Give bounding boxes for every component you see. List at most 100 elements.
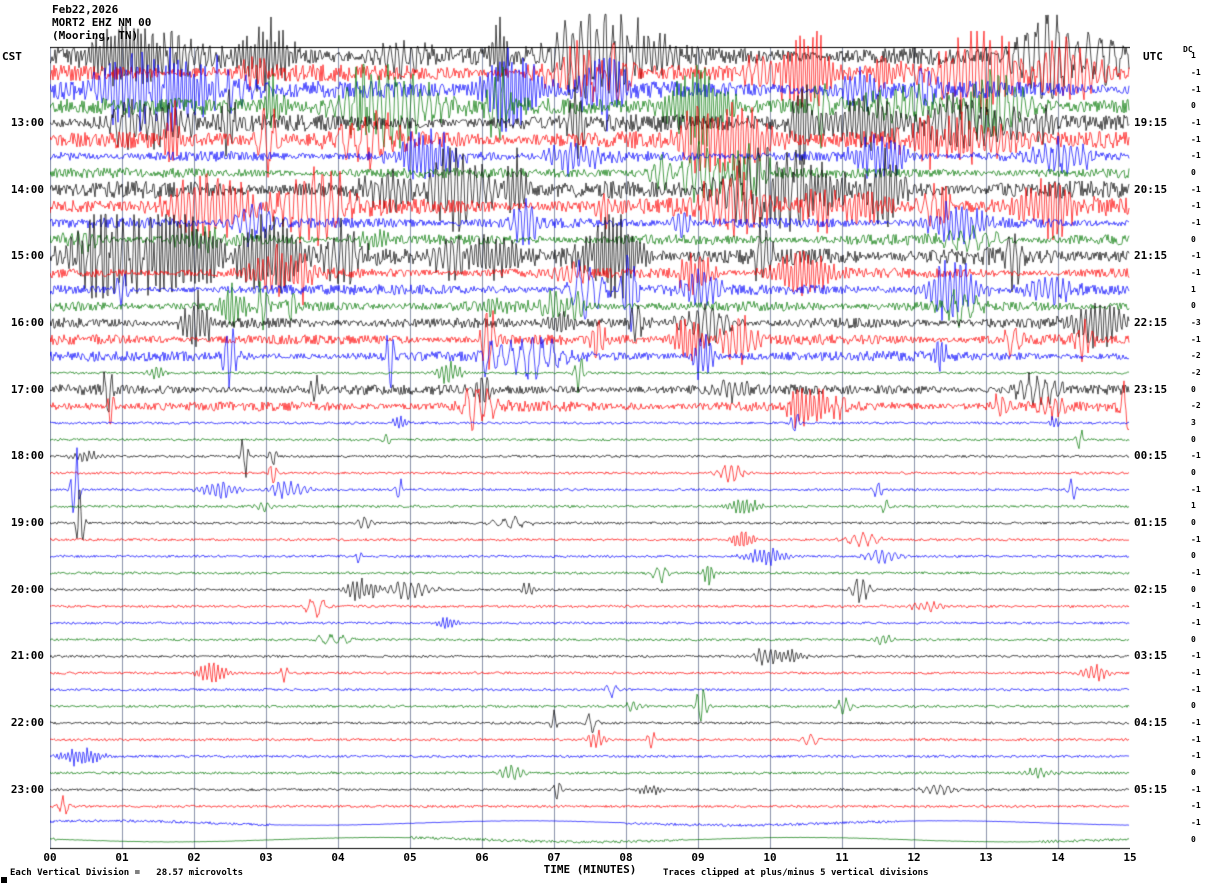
dc-offset-value: -1 — [1191, 334, 1201, 344]
x-tick-label: 06 — [475, 851, 489, 864]
x-tick-label: 03 — [259, 851, 273, 864]
header-station-code: MORT2 EHZ NM 00 — [52, 16, 152, 29]
x-tick-label: 13 — [979, 851, 993, 864]
dc-offset-value: 0 — [1191, 101, 1196, 111]
x-tick-label: 08 — [619, 851, 633, 864]
dc-offset-value: 0 — [1191, 584, 1196, 594]
dc-offset-value: -1 — [1191, 568, 1201, 577]
utc-hour-label: 20:15 — [1134, 182, 1168, 196]
seismogram-plot — [50, 0, 1130, 850]
dc-offset-value: 0 — [1191, 834, 1196, 844]
dc-offset-value: -1 — [1191, 251, 1201, 261]
dc-offset-value: -1 — [1191, 184, 1201, 194]
x-tick-label: 07 — [547, 851, 561, 864]
x-tick-label: 11 — [835, 851, 849, 864]
right-hour-labels: 19:15 20:15 21:15 22:15 23:15 00:15 01:15 02:15… — [1134, 0, 1178, 886]
dc-offset-value: -1 — [1191, 751, 1201, 761]
dc-offset-value: 0 — [1191, 634, 1196, 644]
x-tick-label: 09 — [691, 851, 705, 864]
dc-offset-value: 0 — [1191, 434, 1196, 444]
footer-scale-note: Each Vertical Division = 28.57 microvolt… — [10, 868, 243, 878]
right-timezone-label: UTC — [1143, 50, 1163, 63]
dc-offset-value: -1 — [1191, 134, 1201, 144]
dc-offset-value: -1 — [1191, 68, 1201, 77]
cst-hour-label: 17:00 — [10, 382, 44, 396]
dc-column-label: DC — [1183, 45, 1193, 54]
utc-hour-label: 04:15 — [1134, 716, 1168, 729]
dc-offset-value: 0 — [1191, 301, 1196, 311]
dc-offset-value: -2 — [1191, 368, 1201, 377]
x-tick-label: 00 — [43, 851, 57, 864]
x-axis-title: TIME (MINUTES) — [543, 863, 637, 876]
dc-offset-value: -1 — [1191, 534, 1201, 544]
cst-hour-label: 13:00 — [10, 116, 44, 129]
dc-offset-value: -1 — [1191, 218, 1201, 227]
cst-hour-label: 15:00 — [10, 249, 44, 263]
dc-offset-value: 0 — [1191, 701, 1196, 711]
x-tick-label: 14 — [1051, 851, 1065, 864]
dc-offset-value: 0 — [1191, 518, 1196, 527]
dc-offset-value: 1 — [1191, 284, 1196, 294]
utc-hour-label: 01:15 — [1134, 516, 1168, 529]
dc-offset-value: -2 — [1191, 401, 1201, 411]
dc-offset-value: -1 — [1191, 84, 1201, 94]
x-tick-label: 12 — [907, 851, 921, 864]
header-date: Feb22,2026 — [52, 3, 119, 16]
utc-hour-label: 03:15 — [1134, 649, 1168, 663]
left-hour-labels: 13:00 14:00 15:00 16:00 17:00 18:00 19:00 20:00… — [0, 0, 46, 886]
dc-offset-value: 0 — [1191, 234, 1196, 244]
dc-offset-value: -1 — [1191, 201, 1201, 211]
dc-offset-value: -1 — [1191, 118, 1201, 127]
cst-hour-label: 16:00 — [10, 316, 44, 329]
dc-offset-value: 0 — [1191, 768, 1196, 777]
x-tick-label: 05 — [403, 851, 417, 864]
utc-hour-label: 19:15 — [1134, 116, 1168, 129]
x-tick-label: 04 — [331, 851, 345, 864]
dc-offset-value: 1 — [1191, 501, 1196, 511]
x-tick-label: 10 — [763, 851, 777, 864]
dc-offset-value: -1 — [1191, 684, 1201, 694]
cst-hour-label: 20:00 — [10, 582, 44, 596]
left-timezone-label: CST — [2, 50, 22, 63]
dc-offset-value: -1 — [1191, 451, 1201, 461]
cst-hour-label: 21:00 — [10, 649, 44, 663]
plot-header: Feb22,2026 MORT2 EHZ NM 00 (Mooring, TN) — [52, 3, 151, 42]
dc-offset-labels: 1 -1 -1 0 -1 -1 -1 0 -1 -1 -1 0 -1 -1 1 0 -3 -1 -2 -2 0 -2 3 0 -… — [1191, 0, 1210, 886]
dc-offset-value: -1 — [1191, 801, 1201, 811]
cst-hour-label: 23:00 — [10, 782, 44, 796]
dc-offset-value: 0 — [1191, 168, 1196, 177]
dc-offset-value: -3 — [1191, 318, 1201, 327]
x-tick-label: 02 — [187, 851, 201, 864]
utc-hour-label: 00:15 — [1134, 449, 1168, 463]
utc-hour-label: 02:15 — [1134, 582, 1168, 596]
dc-offset-value: -1 — [1191, 618, 1201, 627]
dc-offset-value: -2 — [1191, 351, 1201, 361]
footer-clip-note: Traces clipped at plus/minus 5 vertical … — [663, 868, 929, 878]
dc-offset-value: -1 — [1191, 484, 1201, 494]
x-tick-label: 15 — [1123, 851, 1137, 864]
dc-offset-value: -1 — [1191, 601, 1201, 611]
x-tick-label: 01 — [115, 851, 129, 864]
cst-hour-label: 19:00 — [10, 516, 44, 529]
utc-hour-label: 21:15 — [1134, 249, 1168, 263]
cst-hour-label: 14:00 — [10, 182, 44, 196]
cst-hour-label: 22:00 — [10, 716, 44, 729]
dc-offset-value: -1 — [1191, 151, 1201, 161]
dc-offset-value: 0 — [1191, 468, 1196, 477]
utc-hour-label: 05:15 — [1134, 782, 1168, 796]
dc-offset-value: -1 — [1191, 668, 1201, 677]
utc-hour-label: 22:15 — [1134, 316, 1168, 329]
utc-hour-label: 23:15 — [1134, 382, 1168, 396]
dc-offset-value: -1 — [1191, 651, 1201, 661]
dc-offset-value: -1 — [1191, 818, 1201, 827]
dc-offset-value: 1 — [1191, 51, 1196, 61]
dc-offset-value: 0 — [1191, 384, 1196, 394]
dc-offset-value: -1 — [1191, 784, 1201, 794]
dc-offset-value: -1 — [1191, 734, 1201, 744]
cst-hour-label: 18:00 — [10, 449, 44, 463]
dc-offset-value: 3 — [1191, 418, 1196, 427]
header-station-location: (Mooring, TN) — [52, 29, 139, 42]
corner-mark — [1, 877, 7, 883]
